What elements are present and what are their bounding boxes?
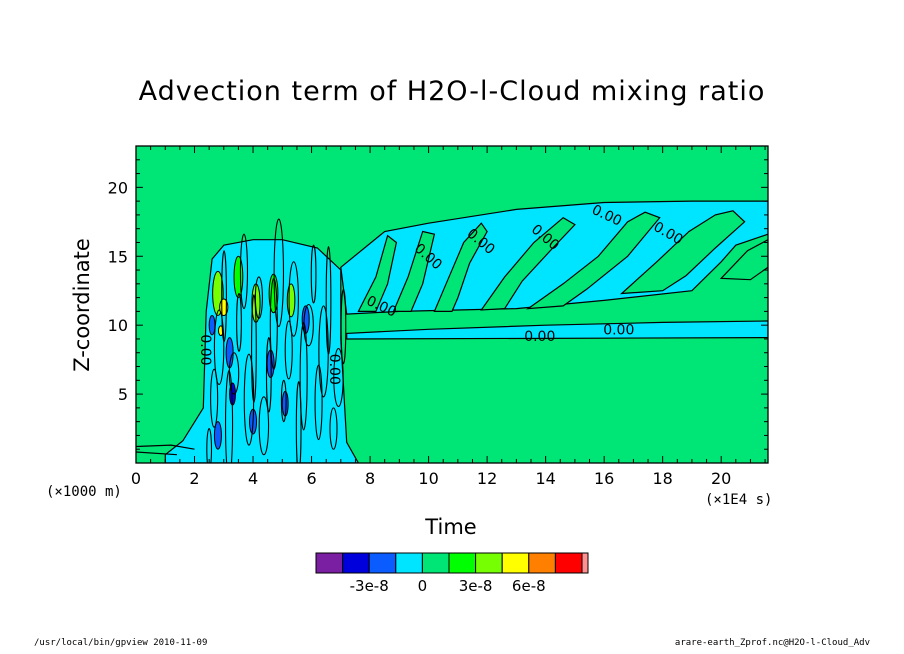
contour-label: 0.00 [524,329,555,345]
y-unit-label: (×1000 m) [46,484,122,500]
contour-band [346,320,768,340]
contour-line [325,246,332,355]
contour-line [318,305,329,398]
colorbar-swatch [475,552,503,574]
x-unit-label: (×1E4 s) [705,492,773,508]
convective-cell [286,283,296,318]
contour-line [265,337,272,413]
y-tick-label: 15 [108,247,128,266]
contour-line [254,276,263,319]
chart-title: Advection term of H2O-l-Cloud mixing rat… [138,76,766,107]
colorbar-swatch [395,552,423,574]
x-tick-label: 6 [306,469,316,488]
contour-label: 0.00 [603,322,634,338]
contour-line [288,261,299,337]
contour-line [333,348,344,408]
convective-cell [208,315,216,336]
colorbar-swatch [501,552,530,574]
x-tick-label: 18 [652,469,672,488]
colorbar-swatch [581,552,589,574]
x-tick-label: 0 [131,469,141,488]
y-tick-label: 20 [108,178,128,197]
contour-line [329,407,338,450]
contour-line [295,381,302,463]
x-tick-label: 14 [535,469,555,488]
x-tick-label: 20 [711,469,731,488]
contour-line [136,444,195,450]
x-tick-label: 12 [477,469,497,488]
colorbar-tick-label: -3e-8 [350,577,389,595]
convective-cell [213,421,222,450]
contour-line [284,320,293,380]
footer-right: arare-earth_Zprof.nc@H2O-l-Cloud_Adv [674,638,870,648]
contour-band [433,222,488,312]
contour-line [236,292,242,352]
contour-band [620,210,746,295]
contour-label: 0.00 [197,334,213,365]
contour-line [303,303,314,347]
x-tick-label: 10 [418,469,438,488]
contour-line [258,396,270,456]
contour-label: 0.00 [326,354,342,385]
plot-frame [135,145,769,464]
contour-line [213,309,225,385]
contour-line [228,352,240,395]
contour-band [480,216,576,311]
contour-line [136,451,178,456]
colorbar-tick-label: 0 [418,577,428,595]
x-tick-label: 8 [365,469,375,488]
colorbar-swatch [342,552,370,574]
colorbar-swatch [368,552,397,574]
plot-content: 0.00 0.00 0.000.000.000.000.00 0.000.000.00 [136,146,768,463]
colorbar-swatch [315,552,344,574]
contour-band [719,239,768,281]
contour-line [243,353,255,446]
x-tick-label: 4 [248,469,258,488]
y-tick-label: 10 [108,316,128,335]
colorbar-swatch [528,552,556,574]
contour-line [239,233,249,310]
contour-line [206,427,213,463]
x-tick-label: 2 [189,469,199,488]
colorbar-swatch [448,552,477,574]
contour-line [221,250,227,343]
contour-band [357,234,398,312]
contour-line [210,368,219,428]
contour-line [340,288,347,365]
colorbar-swatch [554,552,583,574]
contour-band [392,230,436,312]
contour-line [251,294,257,403]
x-axis-label: Time [425,515,477,539]
contour-line [273,218,285,328]
colorbar-tick-label: 3e-8 [459,577,493,595]
colorbar-swatch [421,552,450,574]
x-tick-label: 16 [594,469,614,488]
contour-band [525,211,661,310]
contour-line [280,379,287,423]
footer-left: /usr/local/bin/gpview 2010-11-09 [34,638,208,648]
contour-line [310,244,317,304]
colorbar-tick-label: 6e-8 [512,577,546,595]
y-axis-label: Z-coordinate [70,238,94,372]
y-tick-label: 5 [118,385,128,404]
